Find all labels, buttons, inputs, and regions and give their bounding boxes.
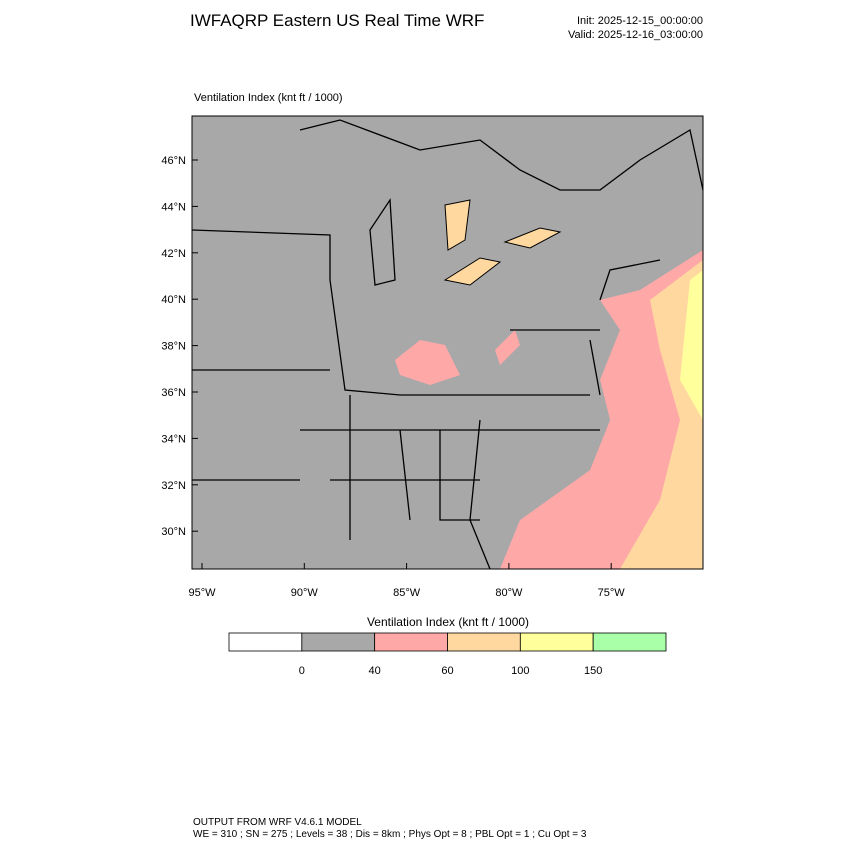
land-shading xyxy=(395,330,520,385)
colorbar-box xyxy=(301,632,376,652)
colorbar: 0 40 60 100 150 xyxy=(228,632,667,677)
lat-label: 34°N xyxy=(161,433,186,445)
lon-label: 85°W xyxy=(393,587,421,599)
lat-label: 44°N xyxy=(161,201,186,213)
init-time: Init: 2025-12-15_00:00:00 xyxy=(577,15,703,27)
lon-label: 75°W xyxy=(598,587,626,599)
boundaries xyxy=(191,119,704,570)
colorbar-label: 150 xyxy=(584,665,602,677)
colorbar-label: 60 xyxy=(441,665,453,677)
ocean-shading xyxy=(490,250,703,569)
lon-label: 90°W xyxy=(291,587,319,599)
lon-label: 80°W xyxy=(495,587,523,599)
lat-label: 36°N xyxy=(161,387,186,399)
map-axes: 46°N 44°N 42°N 40°N 38°N 36°N 34°N 32°N 30°N 95°W… xyxy=(161,155,625,599)
ocean-shading xyxy=(680,270,703,420)
colorbar-box xyxy=(592,632,667,652)
footer-line: WE = 310 ; SN = 275 ; Levels = 38 ; Dis … xyxy=(193,829,587,840)
lat-label: 30°N xyxy=(161,526,186,538)
lat-label: 32°N xyxy=(161,480,186,492)
lon-label: 95°W xyxy=(188,587,216,599)
lat-label: 46°N xyxy=(161,155,186,167)
map-subtitle: Ventilation Index (knt ft / 1000) xyxy=(194,92,343,104)
coast-gap xyxy=(485,330,610,569)
colorbar-box xyxy=(519,632,594,652)
colorbar-box xyxy=(374,632,448,652)
lake-shading xyxy=(443,199,562,286)
lat-label: 42°N xyxy=(161,248,186,260)
footer-line: OUTPUT FROM WRF V4.6.1 MODEL xyxy=(193,817,362,828)
map-area xyxy=(191,115,704,570)
colorbar-label: 40 xyxy=(369,665,381,677)
colorbar-label: 0 xyxy=(299,665,305,677)
colorbar-title: Ventilation Index (knt ft / 1000) xyxy=(367,615,529,629)
colorbar-box xyxy=(228,632,303,652)
colorbar-label: 100 xyxy=(511,665,529,677)
lat-label: 38°N xyxy=(161,341,186,353)
valid-time: Valid: 2025-12-16_03:00:00 xyxy=(568,29,703,41)
colorbar-box xyxy=(447,632,521,652)
lat-label: 40°N xyxy=(161,294,186,306)
map-frame xyxy=(191,115,704,570)
ocean-shading xyxy=(620,260,703,569)
title: IWFAQRP Eastern US Real Time WRF xyxy=(190,11,484,30)
